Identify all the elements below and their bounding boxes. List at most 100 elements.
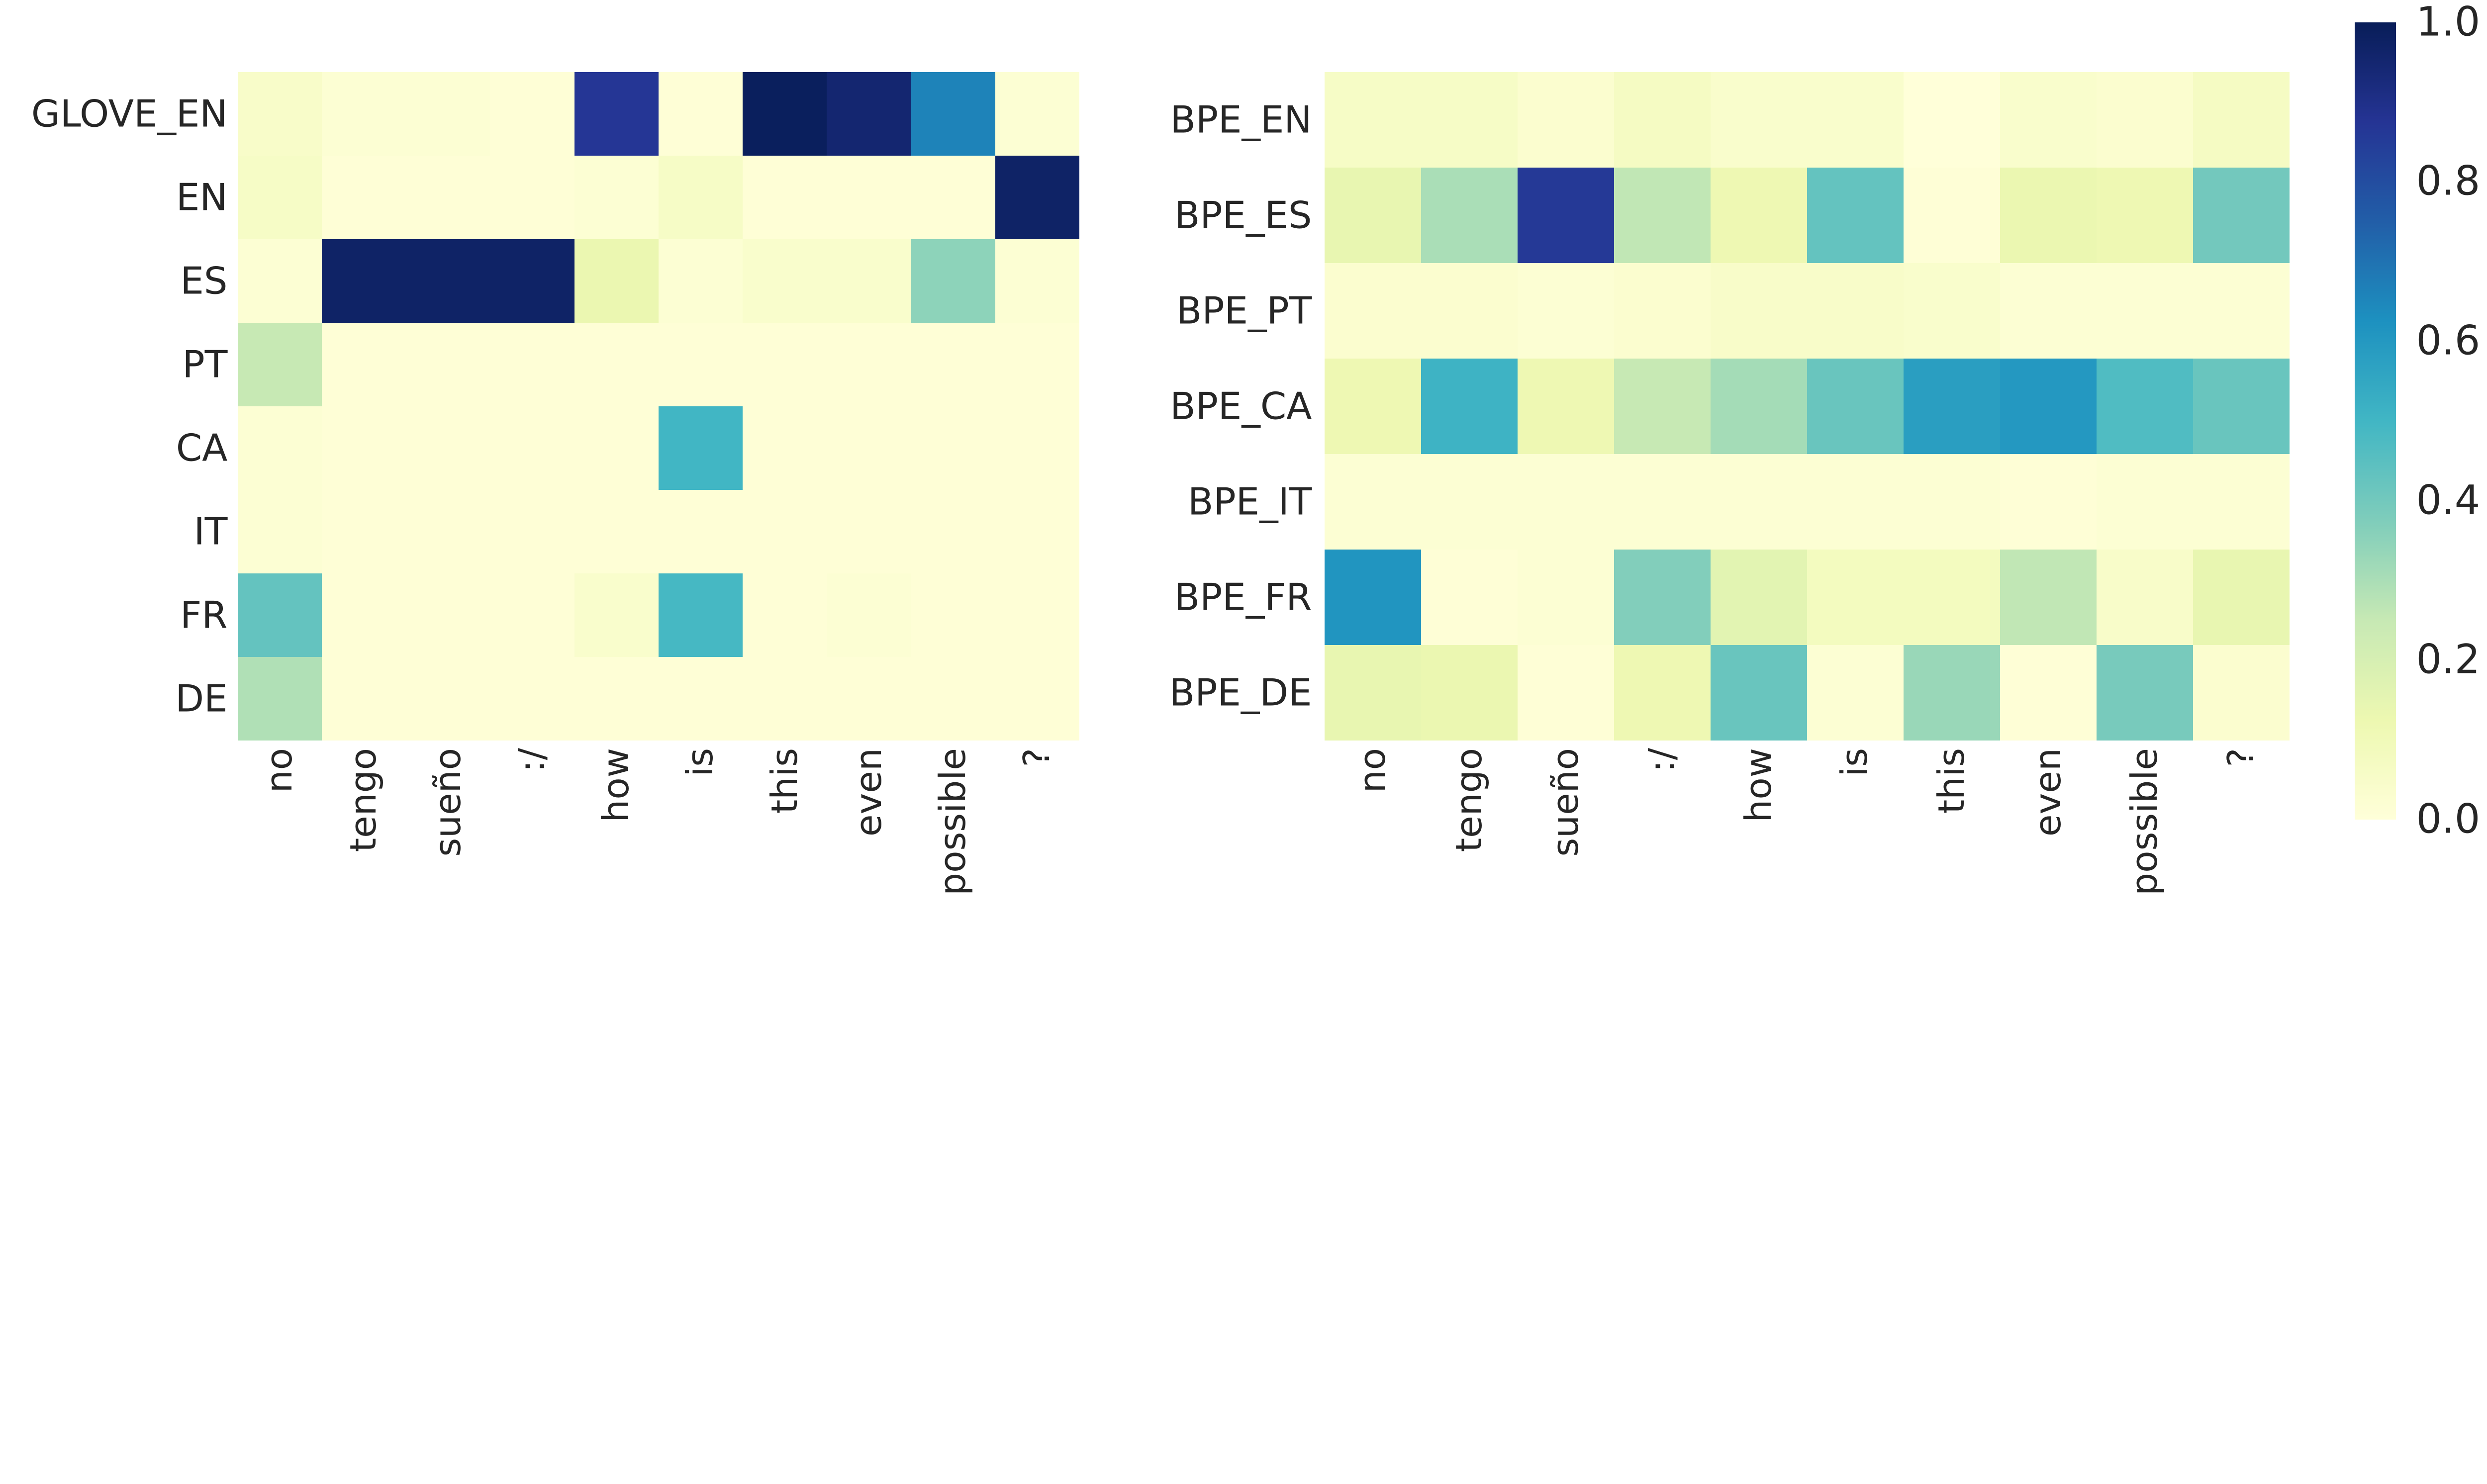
heatmap-cell — [743, 656, 827, 741]
heatmap-cell — [658, 406, 743, 490]
heatmap-cell — [574, 239, 659, 323]
x-tick-label: sueño — [427, 747, 469, 857]
heatmap-cell — [237, 406, 322, 490]
heatmap-cell — [1807, 167, 1904, 263]
heatmap-cell — [237, 489, 322, 573]
heatmap-cell — [911, 155, 995, 239]
heatmap-cell — [574, 406, 659, 490]
heatmap-cell — [1710, 454, 1807, 550]
heatmap-cell — [1324, 72, 1421, 168]
heatmap-cell — [827, 155, 911, 239]
heatmap-cell — [1517, 549, 1614, 645]
heatmap-cell — [1421, 549, 1518, 645]
heatmap-cell — [743, 489, 827, 573]
heatmap-cell — [1614, 454, 1711, 550]
heatmap-cell — [574, 489, 659, 573]
heatmap-cell — [911, 239, 995, 323]
heatmap-cell — [490, 573, 574, 657]
colorbar-tick-label: 0.4 — [2416, 477, 2481, 524]
heatmap-cell — [1807, 72, 1904, 168]
heatmap-cell — [1807, 454, 1904, 550]
x-tick-label: tengo — [1448, 747, 1490, 852]
heatmap-cell — [490, 406, 574, 490]
x-tick-label: ? — [2220, 747, 2262, 767]
heatmap-cell — [658, 72, 743, 156]
heatmap-cell — [2096, 645, 2193, 741]
heatmap-cell — [574, 155, 659, 239]
heatmap-cell — [743, 155, 827, 239]
x-tick-label: even — [2027, 747, 2069, 837]
heatmap-cell — [995, 155, 1079, 239]
y-tick-label: DE — [175, 676, 228, 721]
heatmap-cell — [490, 489, 574, 573]
x-tick-label: :/ — [1641, 747, 1683, 772]
heatmap-cell — [321, 573, 406, 657]
heatmap-cell — [1421, 263, 1518, 359]
heatmap-cell — [1421, 358, 1518, 454]
y-tick-label: BPE_FR — [1174, 575, 1312, 619]
y-tick-label: BPE_ES — [1174, 193, 1312, 237]
heatmap-cell — [1903, 167, 2000, 263]
y-tick-label: BPE_PT — [1176, 288, 1312, 333]
heatmap-cell — [1807, 549, 1904, 645]
y-tick-label: EN — [176, 175, 228, 219]
heatmap-cell — [1517, 72, 1614, 168]
x-tick-label: no — [258, 747, 300, 793]
heatmap-cell — [1421, 645, 1518, 741]
heatmap-cell — [1807, 645, 1904, 741]
heatmap-cell — [827, 573, 911, 657]
heatmap-cell — [2000, 549, 2097, 645]
heatmap-cell — [827, 72, 911, 156]
colorbar-tick-label: 0.0 — [2416, 796, 2481, 843]
heatmap-cell — [827, 322, 911, 406]
heatmap-cell — [2193, 358, 2290, 454]
heatmap-cell — [1324, 263, 1421, 359]
heatmap-cell — [237, 239, 322, 323]
y-tick-label: BPE_EN — [1170, 97, 1312, 142]
heatmap-cell — [2000, 358, 2097, 454]
heatmap-cell — [1421, 72, 1518, 168]
heatmap-cell — [2193, 549, 2290, 645]
heatmap-cell — [321, 72, 406, 156]
heatmap-cell — [237, 322, 322, 406]
heatmap-cell — [406, 656, 490, 741]
heatmap-cell — [1614, 358, 1711, 454]
heatmap-cell — [1614, 72, 1711, 168]
x-tick-label: :/ — [511, 747, 553, 772]
heatmap-cell — [406, 322, 490, 406]
heatmap-cell — [658, 489, 743, 573]
heatmap-cell — [2000, 454, 2097, 550]
heatmap-cell — [743, 239, 827, 323]
heatmap-cell — [995, 406, 1079, 490]
heatmap-cell — [321, 656, 406, 741]
y-tick-label: ES — [180, 259, 228, 303]
heatmap-cell — [490, 322, 574, 406]
heatmap-cell — [237, 573, 322, 657]
heatmap-cell — [1517, 454, 1614, 550]
heatmap-cell — [574, 322, 659, 406]
heatmap-cell — [2096, 72, 2193, 168]
x-tick-label: tengo — [343, 747, 385, 852]
heatmap-cell — [2193, 645, 2290, 741]
heatmap-cell — [995, 656, 1079, 741]
x-tick-label: even — [848, 747, 890, 837]
heatmap-cell — [1324, 454, 1421, 550]
heatmap-cell — [2193, 72, 2290, 168]
y-tick-label: IT — [193, 509, 228, 554]
heatmap-cell — [743, 322, 827, 406]
heatmap-cell — [1710, 167, 1807, 263]
colorbar-tick-label: 0.2 — [2416, 636, 2481, 683]
heatmap-cell — [574, 656, 659, 741]
heatmap-cell — [743, 573, 827, 657]
heatmap-cell — [406, 573, 490, 657]
heatmap-cell — [2000, 72, 2097, 168]
heatmap-cell — [658, 322, 743, 406]
x-tick-label: is — [1834, 747, 1876, 777]
heatmap-cell — [2193, 263, 2290, 359]
heatmap-cell — [1517, 358, 1614, 454]
heatmap-cell — [1614, 549, 1711, 645]
heatmap-cell — [406, 489, 490, 573]
heatmap-cell — [995, 489, 1079, 573]
heatmap-cell — [1903, 645, 2000, 741]
heatmap-cell — [321, 406, 406, 490]
